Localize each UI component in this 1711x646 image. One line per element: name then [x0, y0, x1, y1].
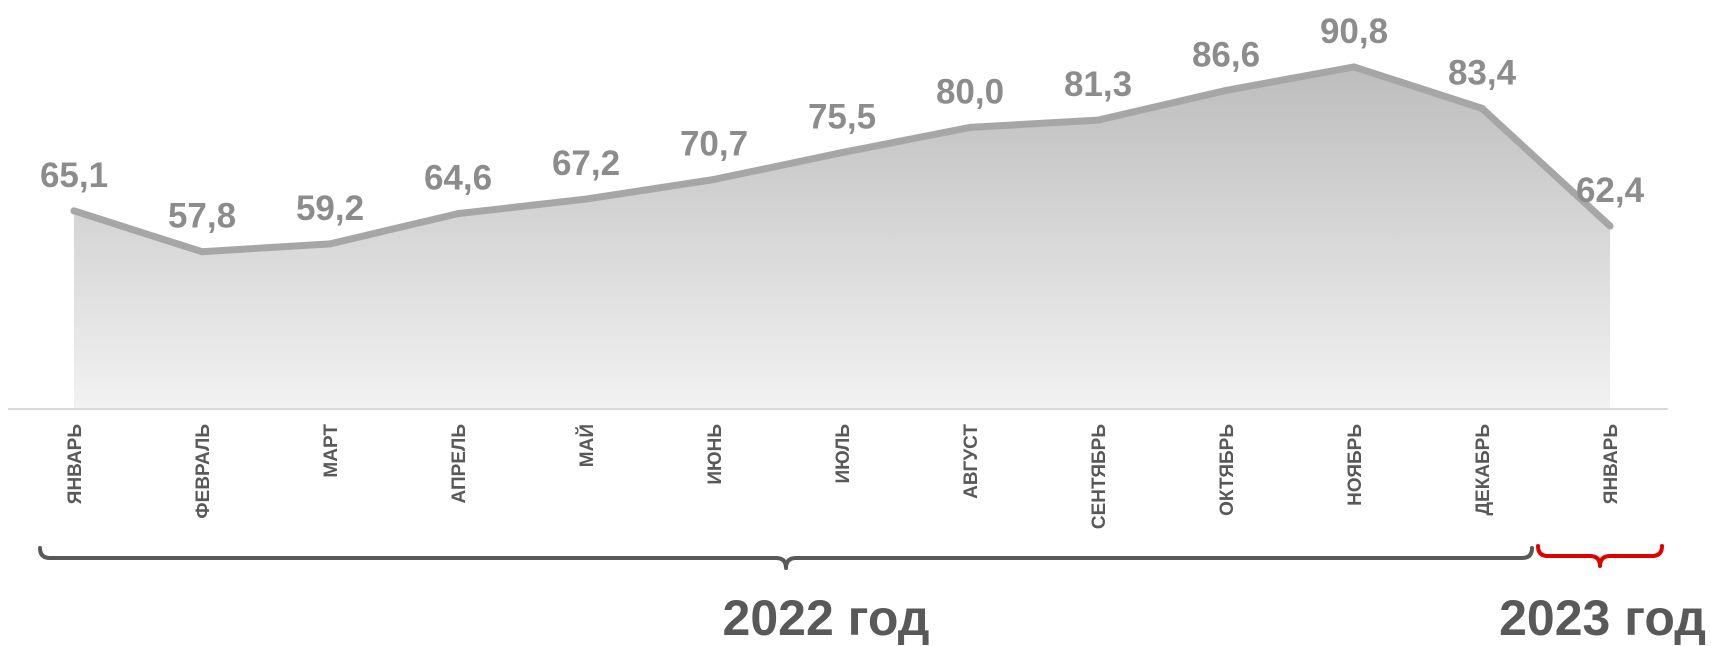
category-labels: ЯНВАРЬ ФЕВРАЛЬ МАРТ АПРЕЛЬ МАЙ ИЮНЬ ИЮЛЬ АВГУСТ…: [65, 424, 1622, 530]
year-label-1: 2022 год: [723, 590, 930, 646]
data-point-3: [326, 240, 334, 248]
value-labels: 65,1 57,8 59,2 64,6 67,2 70,7 75,5 80,0 81,3 86,6…: [40, 12, 1645, 236]
category-label-7: ИЮЛЬ: [833, 424, 854, 484]
data-point-2: [198, 248, 206, 256]
value-label-10: 86,6: [1192, 35, 1260, 74]
year-label-2: 2023 год: [1499, 590, 1706, 646]
value-label-3: 59,2: [296, 189, 364, 228]
data-point-10: [1222, 86, 1230, 94]
category-label-5: МАЙ: [576, 424, 598, 467]
value-label-1: 65,1: [40, 156, 108, 195]
category-label-2: ФЕВРАЛЬ: [193, 424, 214, 519]
data-points: [70, 63, 1614, 256]
year-brace-2: [1536, 544, 1664, 568]
category-label-8: АВГУСТ: [961, 424, 982, 499]
data-point-6: [710, 175, 718, 183]
value-label-6: 70,7: [680, 124, 748, 163]
value-label-5: 67,2: [552, 144, 620, 183]
category-label-6: ИЮНЬ: [705, 424, 726, 485]
value-label-8: 80,0: [936, 72, 1004, 111]
value-label-11: 90,8: [1320, 12, 1388, 51]
value-label-12: 83,4: [1448, 53, 1517, 92]
category-label-13: ЯНВАРЬ: [1601, 424, 1622, 504]
value-label-2: 57,8: [168, 197, 236, 236]
data-point-13: [1606, 222, 1614, 230]
year-brace-1: [38, 546, 1534, 570]
value-label-7: 75,5: [808, 98, 876, 137]
category-label-3: МАРТ: [321, 424, 342, 478]
category-label-9: СЕНТЯБРЬ: [1089, 424, 1110, 529]
data-point-1: [70, 207, 78, 215]
year-groups: 2022 год 2023 год: [38, 544, 1706, 646]
value-label-9: 81,3: [1064, 65, 1132, 104]
category-label-12: ДЕКАБРЬ: [1473, 424, 1494, 516]
data-point-12: [1478, 104, 1486, 112]
category-label-10: ОКТЯБРЬ: [1217, 424, 1238, 516]
data-point-5: [582, 195, 590, 203]
data-point-11: [1350, 63, 1358, 71]
data-point-4: [454, 210, 462, 218]
category-label-1: ЯНВАРЬ: [65, 424, 86, 504]
value-label-13: 62,4: [1576, 171, 1645, 210]
data-point-7: [838, 149, 846, 157]
category-label-11: НОЯБРЬ: [1345, 424, 1366, 506]
value-label-4: 64,6: [424, 159, 492, 198]
data-point-8: [966, 123, 974, 131]
category-label-4: АПРЕЛЬ: [449, 424, 470, 503]
data-point-9: [1094, 116, 1102, 124]
area-fill: [74, 66, 1610, 410]
